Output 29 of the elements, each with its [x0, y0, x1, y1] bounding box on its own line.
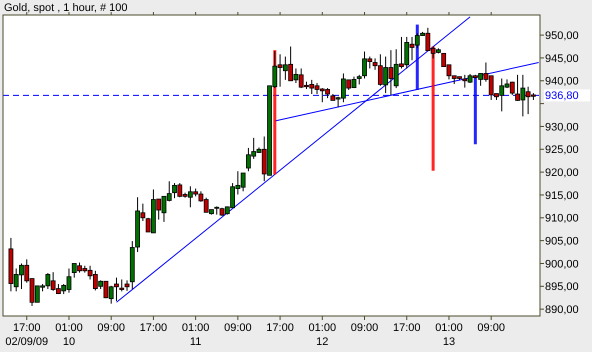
- y-tick-label: 950,00: [545, 30, 579, 42]
- y-tick-label: 930,00: [545, 121, 579, 134]
- x-tick-label: 01:00 13: [435, 322, 463, 348]
- candlestick: [124, 280, 130, 292]
- x-tick-label: 09:00: [350, 322, 378, 334]
- chart-title: Gold, spot , 1 hour, # 100: [4, 2, 128, 14]
- y-tick-label: 910,00: [545, 212, 579, 225]
- x-tick-label: 09:00: [224, 322, 252, 334]
- y-tick-label: 900,00: [545, 258, 579, 270]
- y-tick-label: 915,00: [545, 190, 579, 202]
- y-tick-label: 905,00: [545, 235, 579, 248]
- y-tick-label: 890,00: [545, 304, 579, 316]
- y-tick-label: 945,00: [545, 52, 579, 65]
- x-tick-label: 01:00 11: [182, 322, 210, 348]
- x-tick-label: 01:00 12: [308, 322, 336, 348]
- y-tick-label: 940,00: [545, 76, 579, 88]
- x-tick-label: 17:00: [140, 322, 168, 334]
- candlestick: [119, 278, 124, 292]
- x-tick-label: 17:00: [392, 322, 421, 334]
- x-tick-label: 09:00: [477, 322, 505, 334]
- x-tick-label: 01:00 10: [55, 322, 83, 348]
- x-tick-label: 17:00: [266, 322, 294, 334]
- y-tick-label: 920,00: [545, 166, 579, 179]
- y-tick-label: 895,00: [545, 281, 579, 294]
- candlestick: [356, 74, 362, 85]
- y-tick-label: 925,00: [545, 144, 579, 156]
- x-tick-label: 17:00 02/09/09: [5, 322, 48, 348]
- ref-line-label: 936,80: [545, 90, 579, 102]
- x-tick-label: 09:00: [97, 322, 125, 334]
